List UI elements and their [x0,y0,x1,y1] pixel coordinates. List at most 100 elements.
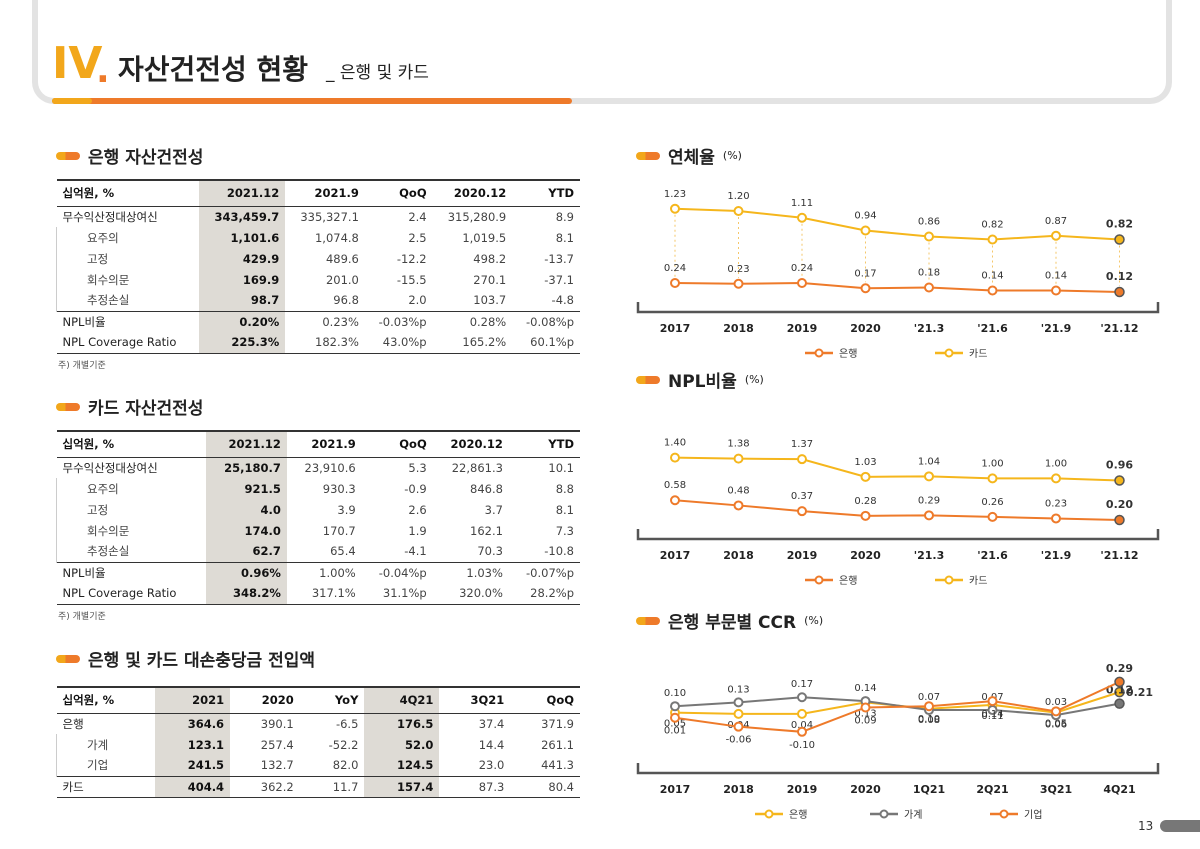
axis-baseline [636,529,1160,541]
data-label: 0.13 [727,684,749,695]
table-cell: -13.7 [544,251,574,266]
table-cell: -0.08%p [512,310,580,332]
row-label: 요주의 [55,478,206,499]
table-cell: 37.4 [478,716,505,731]
row-label: NPL Coverage Ratio [56,332,199,354]
header-underline [52,98,572,104]
table-cell: 921.5 [205,478,287,499]
delinq-chart: 2017 2018 2019 2020 '21.3 '21.6 '21.9 '21.12 0.2… [636,189,1160,360]
data-label: 0.28 [854,496,876,507]
table-cell: -0.9 [404,481,427,496]
table-cell: 315,280.9 [447,209,507,224]
data-label: 0.13 [854,708,876,719]
column-header: 4Q21 [364,686,440,714]
data-point [797,454,807,465]
data-label: 0.12 [1106,684,1133,697]
legend-marker [814,348,824,358]
table-cell: 8.9 [555,209,574,224]
ccr-chart: 2017 2018 2019 2020 1Q21 2Q21 3Q21 4Q21 0.05 0.04… [636,662,1160,821]
table-cell: 241.5 [155,755,231,776]
row-label: 카드 [56,775,156,798]
table-cell: -12.2 [396,251,427,266]
column-header: 2020.12 [432,179,513,207]
bullet-icon [636,616,660,625]
data-label: 0.08 [918,715,940,726]
data-label: 0.17 [791,679,813,690]
data-label: 1.03 [854,457,876,468]
table-cell: -0.03%p [364,310,433,332]
x-tick-label: '21.6 [977,322,1008,335]
data-point [733,708,744,719]
section-number: IV [52,38,103,89]
legend-marker [944,575,954,585]
data-point [670,278,680,288]
table-row: NPL비율 0.20% 0.23% -0.03%p 0.28% -0.08%p [56,310,580,332]
data-point [797,506,807,517]
data-label: 0.10 [664,688,686,699]
table-cell: 87.3 [439,775,511,798]
series-line-가계 [674,696,1120,717]
column-header: 2021.9 [286,430,362,458]
x-tick-label: 2018 [723,322,754,335]
row-label: 추정손실 [55,541,206,562]
data-label: 0.14 [981,271,1003,282]
page-tab [1160,820,1200,832]
data-point [1051,285,1061,296]
page-number: 13 [1138,819,1154,833]
data-point [1114,686,1125,698]
column-header: 십억원, % [56,686,156,714]
delinq-title-text: 연체율 [668,148,715,168]
table-row: 무수익산정대상여신 25,180.7 23,910.6 5.3 22,861.3 10.1 [57,457,581,478]
row-label: 회수의문 [55,269,199,290]
x-tick-label: '21.9 [1041,322,1072,335]
npl-chart: 2017 2018 2019 2020 '21.3 '21.6 '21.9 '21.12 0.5… [636,438,1160,587]
data-point [733,721,744,732]
table-cell: 2.5 [408,230,427,245]
table-cell: 80.4 [510,775,580,798]
data-label: 0.14 [854,683,876,694]
table-row: 고정 429.9 489.6 -12.2 498.2 -13.7 [55,248,581,269]
x-tick-label: 2019 [787,783,818,796]
table-cell: 489.6 [325,251,359,266]
column-header: 2021.12 [198,179,286,207]
table-cell: 8.1 [555,230,574,245]
table-cell: 343,459.7 [198,206,286,227]
data-point [1114,234,1125,245]
data-label: 0.01 [664,726,686,737]
table-cell: 348.2% [205,583,287,605]
data-label: 0.04 [791,720,813,731]
x-tick-label: '21.3 [914,322,945,335]
column-header: QoQ [510,686,580,714]
table-cell: 96.8 [333,293,359,308]
data-label: 1.04 [918,456,940,467]
data-point [1114,286,1125,298]
data-label: 1.37 [791,439,813,450]
data-label: 0.23 [727,264,749,275]
table-row: 은행 364.6 390.1 -6.5 176.5 37.4 371.9 [57,713,581,734]
x-tick-label: 2017 [660,783,691,796]
provision-table: 십억원, % 2021 2020 YoY 4Q21 3Q21 QoQ 은행 364.6 390.1… [56,686,580,798]
table-cell: 70.3 [477,544,503,559]
table-cell: -4.1 [404,544,427,559]
data-label: 0.10 [918,714,940,725]
card-asset-note: 주) 개별기준 [58,612,106,622]
table-header-row: 십억원, % 2021.12 2021.9 QoQ 2020.12 YTD [56,430,580,458]
bullet-icon [56,402,80,411]
provision-title: 은행 및 카드 대손충당금 전입액 [56,646,315,671]
table-cell: 43.0%p [364,332,433,354]
data-point [924,282,934,293]
x-tick-label: 2018 [723,549,754,562]
table-cell: 371.9 [541,716,574,731]
column-header: QoQ [361,430,433,458]
data-label: -0.06 [726,735,752,746]
data-label: 1.20 [727,191,749,202]
table-cell: 390.1 [260,716,294,731]
data-label: 1.00 [981,458,1003,469]
legend-label: 카드 [969,348,987,360]
table-header-row: 십억원, % 2021 2020 YoY 4Q21 3Q21 QoQ [56,686,580,714]
data-label: 0.87 [1045,216,1067,227]
table-cell: 169.9 [198,269,286,290]
data-label: 0.18 [918,268,940,279]
table-cell: 23.0 [478,758,505,773]
table-cell: 11.7 [299,775,365,798]
